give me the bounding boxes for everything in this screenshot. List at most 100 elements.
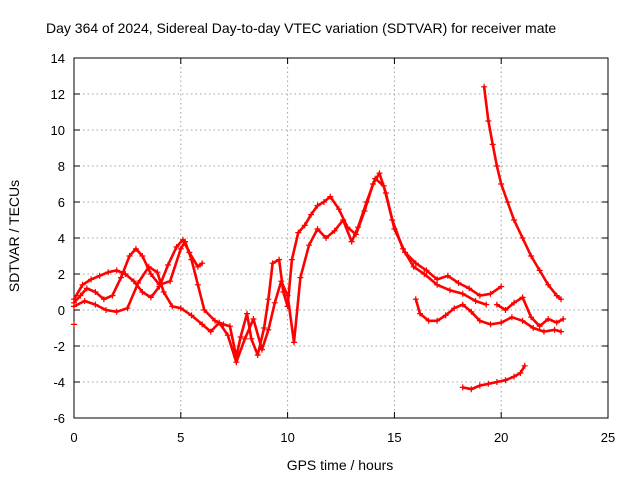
data-point [199,321,206,328]
data-point [88,276,95,283]
data-point [248,335,255,342]
data-series [71,83,567,393]
data-point [483,301,490,308]
data-point [517,370,524,376]
data-point [553,292,560,299]
data-point [109,292,116,299]
data-point [288,256,295,263]
data-point [323,235,330,241]
data-point [305,242,312,249]
y-tick-label: 10 [51,123,65,138]
data-point [265,326,272,333]
data-point [476,382,483,389]
grid [74,58,608,418]
data-point [211,317,218,324]
data-point [169,303,176,310]
series-trace-3 [71,236,206,303]
y-tick-label: 8 [58,159,65,174]
data-point [71,321,77,328]
data-point [154,269,161,276]
data-point [410,263,417,270]
data-point [560,316,567,322]
y-tick-label: 2 [58,267,65,282]
data-point [207,328,214,335]
data-point [100,296,107,303]
data-point [511,299,518,306]
data-point [269,260,276,267]
data-point [105,269,112,276]
data-point [122,271,129,277]
data-point [476,292,483,299]
data-point [355,224,362,231]
data-point [132,245,139,252]
data-point [481,83,488,90]
data-point [124,305,131,312]
data-point [553,319,560,326]
data-point [254,352,261,358]
chart-title: Day 364 of 2024, Sidereal Day-to-day VTE… [46,20,556,36]
series-trace-5 [412,296,565,335]
data-point [508,314,515,321]
data-point [468,308,475,315]
data-point [558,296,565,303]
x-tick-label: 0 [70,430,77,445]
data-point [545,316,552,322]
data-point [466,285,473,292]
series-line [461,364,526,391]
data-point [502,377,509,384]
data-point [113,267,120,274]
data-point [521,362,528,369]
data-point [261,325,268,331]
y-tick-label: -4 [53,375,65,390]
data-point [511,373,518,380]
data-point [276,256,283,263]
data-point [425,317,432,324]
data-point [412,296,419,303]
data-point [244,310,251,317]
data-point [446,287,453,294]
data-point [224,332,231,339]
data-point [417,310,424,317]
data-point [81,298,88,304]
data-point [139,253,146,259]
data-point [237,334,244,340]
data-point [327,193,334,200]
data-point [558,328,565,335]
data-point [92,289,99,295]
y-tick-label: -2 [53,339,65,354]
data-point [177,305,184,312]
data-point [226,323,233,330]
data-point [186,249,193,256]
data-point [79,281,86,288]
data-point [126,253,133,259]
data-point [308,211,315,218]
data-point [399,245,406,252]
data-point [233,359,240,366]
axis-ticks: 0 5 10 15 20 25 -6 -4 -2 0 2 4 6 8 10 12 14 [51,51,616,445]
data-point [250,316,257,322]
data-point [71,303,77,310]
data-point [459,290,466,297]
data-point [459,301,466,308]
data-point [476,317,483,324]
data-point [314,226,321,232]
data-point [528,253,535,259]
data-point [451,305,458,312]
data-point [536,323,543,330]
data-point [271,299,278,306]
data-point [83,285,90,292]
data-point [551,326,558,333]
data-point [487,290,494,297]
data-point [459,384,466,391]
x-tick-label: 20 [494,430,508,445]
data-point [278,278,285,285]
data-point [468,386,475,393]
data-point [348,238,355,245]
data-point [442,312,449,319]
series-trace-6 [459,362,528,393]
series-trace-4 [481,83,565,303]
data-point [493,379,500,385]
data-point [519,294,526,301]
data-point [434,317,441,324]
data-point [160,289,167,295]
